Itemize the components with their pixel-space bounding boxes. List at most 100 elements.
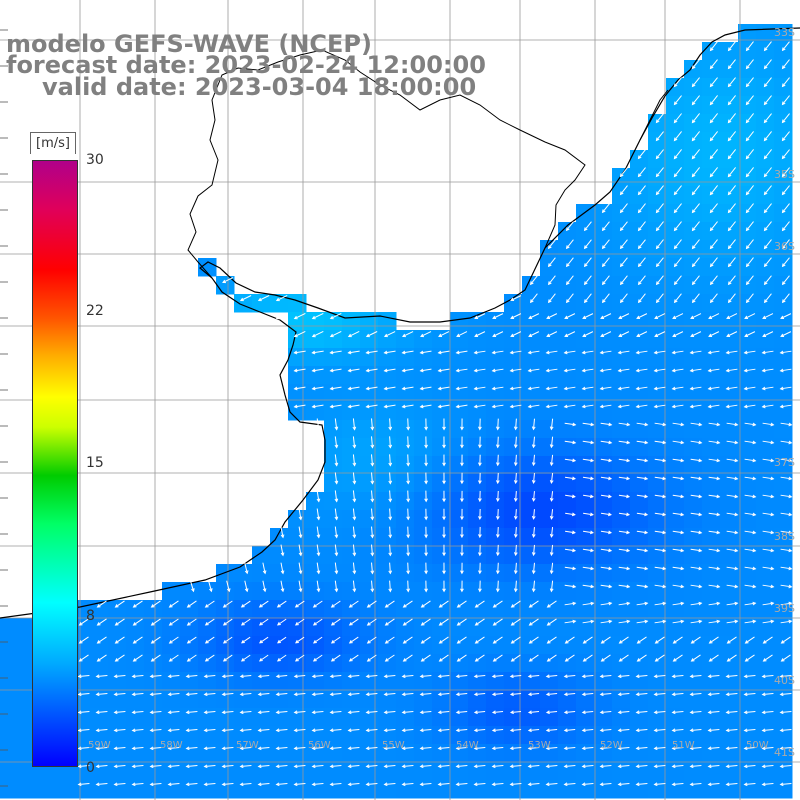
sea-cell <box>396 744 415 763</box>
wind-arrow <box>707 746 720 751</box>
sea-cell <box>180 780 199 799</box>
sea-cell <box>216 762 235 781</box>
sea-cell <box>144 762 163 781</box>
wind-arrow <box>492 331 504 338</box>
sea-cell <box>522 564 541 583</box>
wind-arrow <box>654 440 667 445</box>
sea-cell <box>270 672 289 691</box>
sea-cell <box>630 168 649 187</box>
wind-arrow <box>637 185 646 196</box>
wind-arrow <box>370 454 375 467</box>
sea-cell <box>378 330 397 349</box>
sea-cell <box>378 438 397 457</box>
wind-arrow <box>77 674 90 679</box>
wind-arrow <box>438 636 449 644</box>
wind-arrow <box>600 313 612 320</box>
sea-cell <box>756 510 775 529</box>
sea-cell <box>720 222 739 241</box>
wind-arrow <box>583 275 592 286</box>
sea-cell <box>774 708 793 727</box>
sea-cell <box>648 744 667 763</box>
wind-arrow <box>745 257 754 268</box>
sea-cell <box>306 708 325 727</box>
wind-arrow <box>761 692 774 697</box>
sea-cell <box>360 438 379 457</box>
wind-arrow <box>709 185 718 196</box>
wind-arrow <box>298 508 303 521</box>
wind-arrow <box>531 436 536 449</box>
wind-arrow <box>330 636 341 644</box>
sea-cell <box>432 582 451 601</box>
wind-arrow <box>600 654 611 662</box>
sea-cell <box>540 600 559 619</box>
sea-cell <box>72 780 91 799</box>
wind-arrow <box>781 131 790 142</box>
wind-arrow <box>582 476 595 481</box>
sea-cell <box>666 618 685 637</box>
sea-cell <box>216 744 235 763</box>
wind-arrow <box>527 368 540 373</box>
sea-cell <box>162 618 181 637</box>
wind-arrow <box>691 275 700 286</box>
sea-cell <box>720 600 739 619</box>
wind-arrow <box>565 257 574 268</box>
wind-arrow <box>203 692 216 697</box>
wind-arrow <box>599 728 612 733</box>
sea-cell <box>774 348 793 367</box>
sea-cell <box>558 546 577 565</box>
sea-cell <box>774 60 793 79</box>
wind-arrow <box>149 692 162 697</box>
wind-arrow <box>366 636 377 644</box>
wind-arrow <box>653 350 666 355</box>
wind-arrow <box>258 600 269 608</box>
wind-arrow <box>424 490 428 503</box>
wind-arrow <box>781 149 790 160</box>
sea-cell <box>666 492 685 511</box>
wind-arrow <box>406 436 411 449</box>
wind-arrow <box>707 764 720 769</box>
sea-cell <box>234 672 253 691</box>
wind-arrow <box>424 544 428 557</box>
sea-cell <box>720 762 739 781</box>
wind-arrow <box>275 692 288 697</box>
wind-arrow <box>653 674 666 679</box>
sea-cell <box>558 744 577 763</box>
sea-cell <box>720 132 739 151</box>
sea-cell <box>702 384 721 403</box>
wind-arrow <box>262 562 267 575</box>
sea-cell <box>630 582 649 601</box>
wind-arrow <box>583 494 594 499</box>
wind-arrow <box>257 710 270 715</box>
sea-cell <box>378 564 397 583</box>
wind-arrow <box>293 368 306 373</box>
sea-cell <box>756 384 775 403</box>
wind-arrow <box>761 368 774 373</box>
sea-cell <box>648 384 667 403</box>
sea-cell <box>558 708 577 727</box>
sea-cell <box>756 330 775 349</box>
sea-cell <box>756 420 775 439</box>
sea-cell <box>702 294 721 313</box>
wind-arrow <box>460 418 464 431</box>
sea-cell <box>198 726 217 745</box>
wind-arrow <box>617 404 630 409</box>
sea-cell <box>738 690 757 709</box>
sea-cell <box>630 312 649 331</box>
wind-arrow <box>673 95 682 106</box>
wind-arrow <box>672 476 685 481</box>
sea-cell <box>162 636 181 655</box>
wind-arrow <box>474 618 485 626</box>
sea-cell <box>720 546 739 565</box>
wind-arrow <box>189 580 195 593</box>
sea-cell <box>360 780 379 799</box>
wind-arrow <box>510 313 522 320</box>
sea-cell <box>342 546 361 565</box>
sea-cell <box>738 114 757 133</box>
sea-cell <box>666 510 685 529</box>
wind-arrow <box>617 710 630 715</box>
sea-cell <box>360 600 379 619</box>
wind-arrow <box>442 454 446 467</box>
wind-arrow <box>619 167 628 178</box>
wind-arrow <box>276 618 287 626</box>
sea-cell <box>540 294 559 313</box>
